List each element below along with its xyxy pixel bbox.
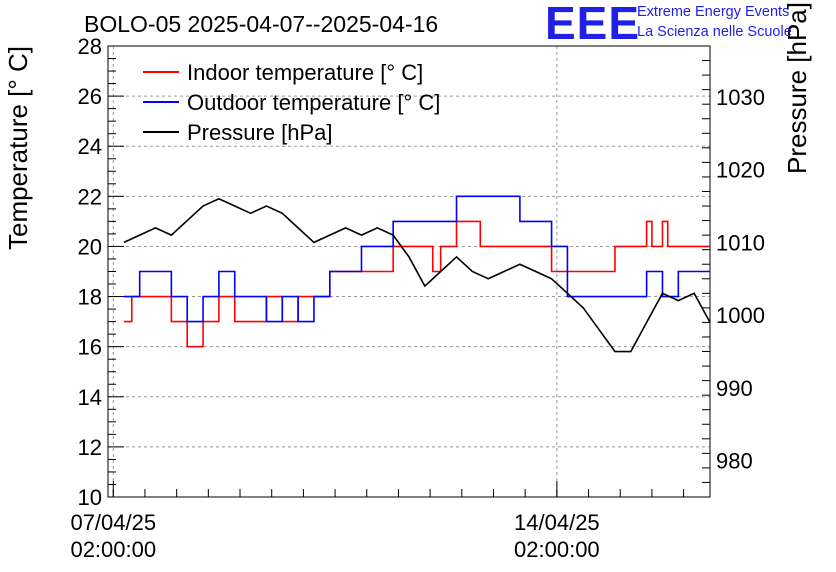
y2-tick-label: 1000 [716, 303, 765, 328]
y-tick-label: 28 [78, 34, 102, 59]
x-tick-label-time: 02:00:00 [514, 537, 600, 562]
x-tick-label-date: 07/04/25 [70, 510, 156, 535]
y2-tick-label: 1010 [716, 230, 765, 255]
legend-label-1: Outdoor temperature [° C] [187, 90, 440, 115]
series-line-1 [123, 195, 710, 323]
x-tick-label-time: 02:00:00 [70, 537, 156, 562]
x-tick-label-date: 14/04/25 [514, 510, 600, 535]
y-tick-label: 22 [78, 184, 102, 209]
y-tick-label: 12 [78, 435, 102, 460]
axes-group: 10 12 14 16 18 20 22 24 26 28 980 990 1000 1010 1020 10… [70, 34, 764, 562]
y2-tick-label: 980 [716, 449, 753, 474]
logo-line-2: La Scienza nelle Scuole [637, 24, 792, 40]
y-tick-label: 10 [78, 485, 102, 510]
y-tick-label: 24 [78, 134, 102, 159]
legend-label-0: Indoor temperature [° C] [187, 60, 423, 85]
y2-axis-label: Pressure [hPa] [782, 2, 812, 174]
series-line-0 [123, 220, 710, 348]
legend: Indoor temperature [° C] Outdoor temperat… [143, 60, 440, 145]
y-tick-label: 20 [78, 234, 102, 259]
series-line-2 [123, 197, 711, 353]
y-tick-label: 26 [78, 84, 102, 109]
legend-label-2: Pressure [hPa] [187, 120, 333, 145]
chart-title: BOLO-05 2025-04-07--2025-04-16 [84, 11, 438, 37]
eee-logo: EEE Extreme Energy Events La Scienza nel… [545, 0, 835, 49]
logo-line-1: Extreme Energy Events [637, 4, 790, 20]
y-tick-label: 14 [78, 385, 102, 410]
logo-mark: EEE [545, 0, 641, 49]
y2-tick-label: 1020 [716, 158, 765, 183]
y2-tick-label: 1030 [716, 85, 765, 110]
series-group [123, 195, 711, 353]
y2-tick-label: 990 [716, 376, 753, 401]
y-axis-label: Temperature [° C] [3, 46, 33, 250]
y-tick-label: 16 [78, 335, 102, 360]
y-tick-label: 18 [78, 285, 102, 310]
